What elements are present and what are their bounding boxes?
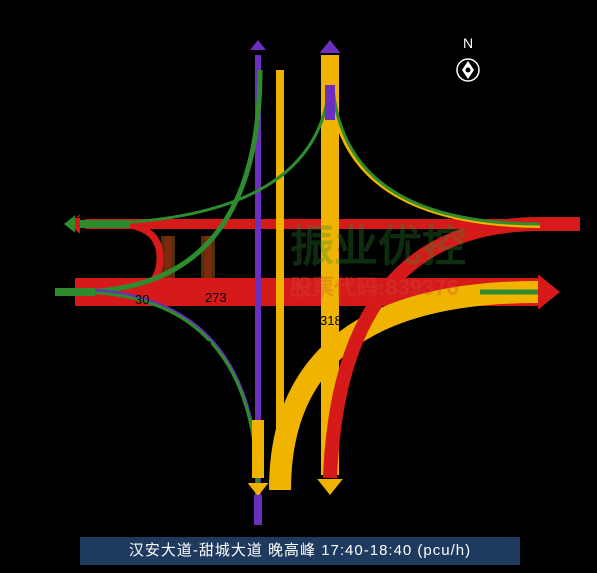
compass-north-label: N: [463, 35, 473, 51]
entry-stub-3: [254, 495, 262, 525]
entry-stub-1: [55, 288, 95, 296]
diagram-svg: N 1574 1006 318 180 273 640 52 150 60 50 27 1240 30 20…: [0, 0, 597, 573]
arrow-head: [320, 40, 341, 53]
title-bar: 汉安大道-甜城大道 晚高峰 17:40-18:40 (pcu/h): [80, 537, 520, 565]
label-s-right: 1240: [348, 203, 377, 218]
flow-e-left: [330, 224, 540, 478]
label-e-straight: 1006: [60, 206, 89, 221]
arrow-head: [250, 40, 266, 50]
label-s-left: 150: [190, 338, 212, 353]
label-n-straight: 318: [320, 313, 342, 328]
label-w-left: 273: [205, 290, 227, 305]
arrow-head: [248, 483, 269, 496]
label-e-left: 640: [338, 242, 360, 257]
label-s-out: 207: [228, 478, 250, 493]
label-n-right: 27: [228, 158, 242, 173]
arrow-head: [317, 479, 343, 495]
label-w-uturn: 30: [135, 292, 149, 307]
flow-n-right: [78, 70, 330, 224]
label-w-straight: 1574: [556, 274, 585, 289]
compass-center: [466, 68, 471, 73]
label-n-left: 52: [380, 164, 394, 179]
flow-s-right: [280, 292, 538, 490]
entry-stub-0: [540, 217, 580, 231]
entry-stub-2: [321, 55, 339, 85]
label-e-right: 50: [395, 118, 409, 133]
flow-e-right: [332, 68, 540, 224]
traffic-flow-diagram: N 1574 1006 318 180 273 640 52 150 60 50 27 1240 30 20…: [0, 0, 597, 573]
label-w-right: 60: [180, 368, 194, 383]
label-s-straight: 180: [230, 460, 252, 475]
